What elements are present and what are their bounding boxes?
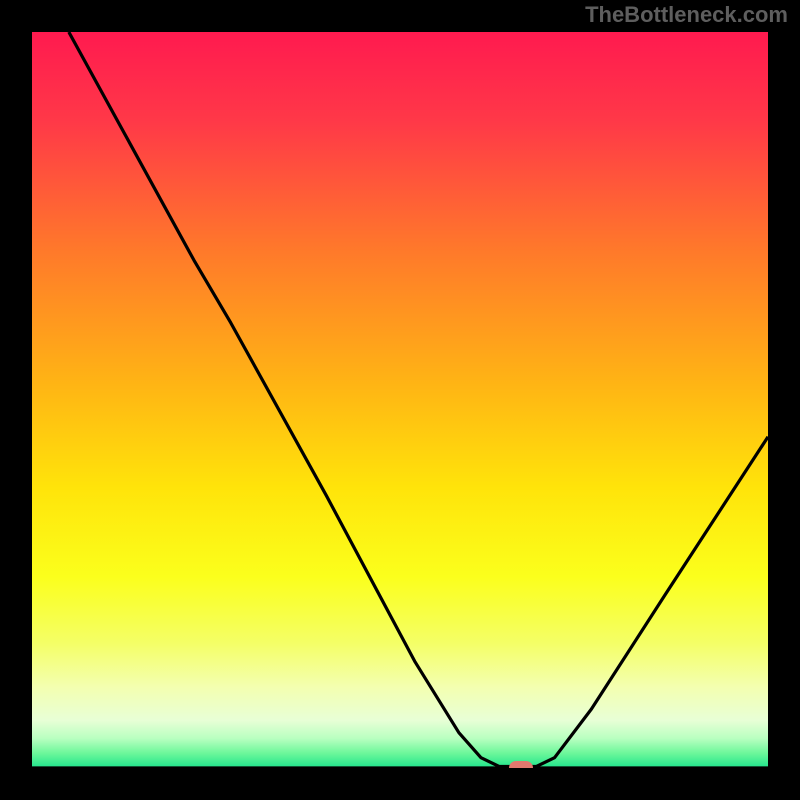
attribution-text: TheBottleneck.com — [585, 2, 788, 28]
bottleneck-curve — [32, 32, 768, 768]
bottleneck-curve-path — [69, 32, 768, 767]
plot-area — [32, 32, 768, 768]
chart-container: TheBottleneck.com — [0, 0, 800, 800]
optimal-marker — [509, 761, 533, 768]
